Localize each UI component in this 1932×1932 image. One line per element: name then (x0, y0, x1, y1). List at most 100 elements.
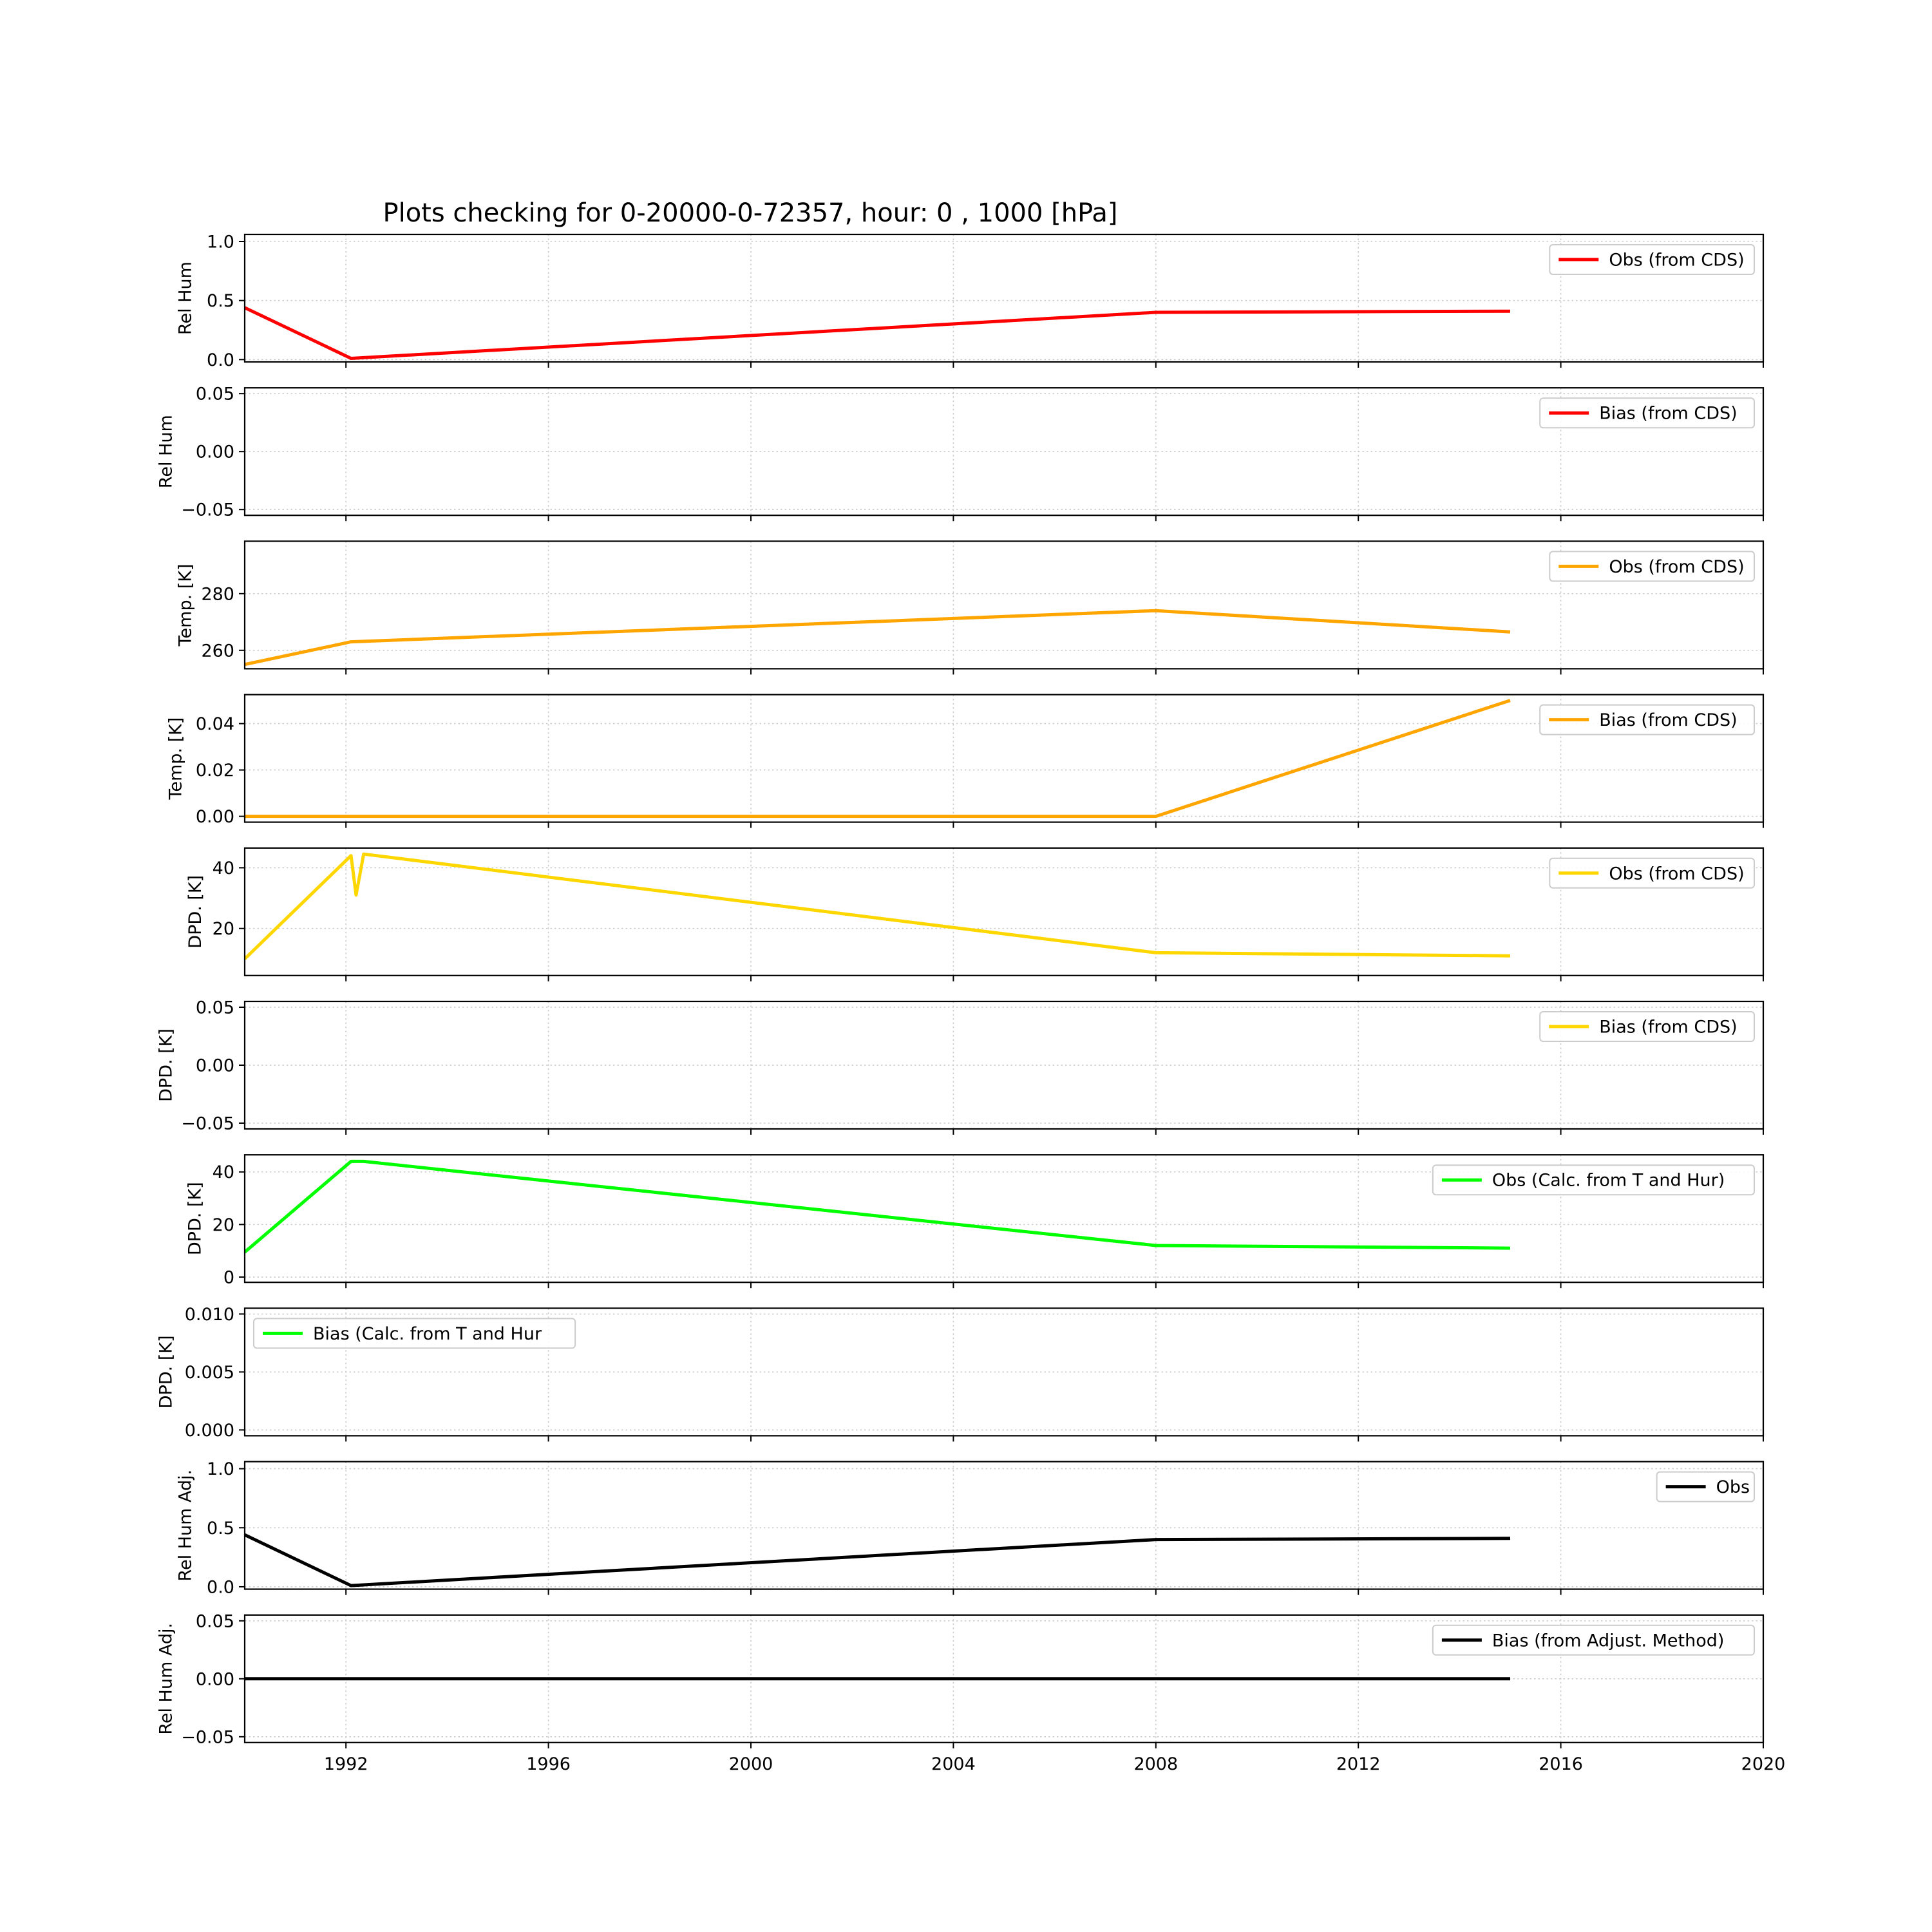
legend: Obs (1656, 1471, 1755, 1502)
y-tick-label: 0.04 (196, 714, 234, 734)
x-tick-label: 2004 (931, 1754, 976, 1774)
y-tick-label: −0.05 (181, 500, 234, 520)
axes-frame (243, 694, 1765, 823)
subplot-6: −0.05 0.00 0.05 DPD. [K] Bias (from CDS) (156, 998, 1765, 1135)
series-line (245, 609, 1511, 667)
series-line (245, 1533, 1511, 1587)
legend: Bias (from CDS) (1539, 1011, 1755, 1042)
series-line (245, 1159, 1511, 1254)
legend-box (1549, 244, 1756, 275)
legend-box (1549, 551, 1756, 582)
legend-box (1539, 704, 1755, 735)
legend-box (1549, 857, 1756, 889)
y-tick-label: 40 (213, 1162, 234, 1182)
y-tick-label: 0.00 (196, 442, 234, 462)
subplot-2: −0.05 0.00 0.05 Rel Hum Bias (from CDS) (156, 384, 1765, 522)
legend-label: Bias (from CDS) (1599, 404, 1737, 424)
legend-box (1539, 397, 1755, 429)
y-tick-label: 0 (223, 1268, 234, 1288)
y-tick-label: 0.005 (185, 1363, 234, 1383)
subplot-5: 20 40 DPD. [K] Obs (from CDS) (185, 847, 1765, 981)
series-line (245, 306, 1511, 360)
y-axis-label: Rel Hum (156, 415, 176, 488)
y-axis-label: DPD. [K] (185, 875, 205, 949)
y-tick-label: 1.0 (207, 1459, 234, 1479)
legend: Obs (Calc. from T and Hur) (1432, 1164, 1755, 1196)
legend-box (1539, 1011, 1755, 1042)
y-tick-label: 20 (213, 919, 234, 939)
y-axis-label: DPD. [K] (156, 1335, 176, 1408)
y-tick-label: −0.05 (181, 1114, 234, 1134)
y-axis-label: Temp. [K] (176, 564, 196, 647)
y-tick-label: 1.0 (207, 232, 234, 252)
axes-frame (243, 1000, 1765, 1130)
x-tick-label: 2012 (1336, 1754, 1381, 1774)
axes-frame (243, 1307, 1765, 1437)
legend-label: Bias (from CDS) (1599, 710, 1737, 730)
y-tick-label: 260 (201, 641, 234, 661)
axes-frame (243, 387, 1765, 516)
y-tick-label: 20 (213, 1215, 234, 1235)
y-tick-label: 0.5 (207, 1519, 234, 1539)
y-axis-label: DPD. [K] (156, 1028, 176, 1102)
subplot-4: 0.00 0.02 0.04 Temp. [K] Bias (from CDS) (166, 694, 1765, 828)
y-tick-label: 0.0 (207, 350, 234, 370)
y-axis-label: Temp. [K] (166, 717, 186, 800)
legend: Bias (from CDS) (1539, 704, 1755, 735)
y-tick-label: 0.05 (196, 1611, 234, 1631)
legend-label: Bias (Calc. from T and Hur (313, 1324, 542, 1344)
legend: Bias (from Adjust. Method) (1432, 1624, 1755, 1656)
y-axis-label: Rel Hum (176, 261, 196, 335)
legend-label: Obs (1716, 1477, 1750, 1497)
axes-frame (243, 233, 1765, 363)
figure-title: Plots checking for 0-20000-0-72357, hour… (383, 198, 1117, 228)
y-tick-label: 0.0 (207, 1577, 234, 1597)
y-tick-label: 0.02 (196, 761, 234, 781)
x-tick-label: 2020 (1741, 1754, 1786, 1774)
legend-label: Obs (from CDS) (1609, 864, 1744, 884)
y-tick-label: 280 (201, 584, 234, 604)
y-tick-label: 0.00 (196, 807, 234, 827)
legend-label: Obs (from CDS) (1609, 251, 1744, 270)
subplot-7: 0 20 40 DPD. [K] Obs (Calc. from T and Hur) (185, 1154, 1765, 1289)
legend: Obs (from CDS) (1549, 857, 1756, 889)
legend-label: Bias (from Adjust. Method) (1492, 1631, 1725, 1651)
y-tick-label: 0.05 (196, 998, 234, 1018)
axes-frame (243, 1461, 1765, 1590)
y-tick-label: 0.010 (185, 1305, 234, 1325)
y-tick-label: 0.5 (207, 291, 234, 311)
y-tick-label: 0.00 (196, 1056, 234, 1076)
x-tick-label: 1996 (526, 1754, 571, 1774)
y-tick-label: 40 (213, 858, 234, 878)
legend-label: Bias (from CDS) (1599, 1018, 1737, 1037)
y-tick-label: 0.05 (196, 384, 234, 404)
x-tick-label: 2008 (1133, 1754, 1178, 1774)
axes-frame (243, 847, 1765, 976)
y-axis-label: DPD. [K] (185, 1182, 205, 1255)
subplot-9: 0.0 0.5 1.0 Rel Hum Adj. Obs (176, 1459, 1765, 1597)
legend-box (1432, 1624, 1755, 1656)
legend-label: Obs (from CDS) (1609, 557, 1744, 577)
series-line (245, 699, 1511, 819)
legend-box (253, 1318, 576, 1349)
subplot-8: 0.000 0.005 0.010 DPD. [K] Bias (Calc. from … (156, 1305, 1765, 1442)
x-tick-label: 2016 (1539, 1754, 1583, 1774)
legend: Obs (from CDS) (1549, 244, 1756, 275)
y-axis-label: Rel Hum Adj. (156, 1623, 176, 1735)
legend: Bias (from CDS) (1539, 397, 1755, 429)
subplot-10: −0.05 0.00 0.05 1992 1996 2000 2004 2008 2012 201… (156, 1611, 1785, 1774)
y-tick-label: 0.000 (185, 1421, 234, 1441)
x-tick-label: 2000 (729, 1754, 773, 1774)
y-tick-label: 0.00 (196, 1669, 234, 1689)
y-tick-label: −0.05 (181, 1727, 234, 1747)
axes-frame (243, 1154, 1765, 1283)
legend-box (1432, 1164, 1755, 1196)
legend: Obs (from CDS) (1549, 551, 1756, 582)
y-axis-label: Rel Hum Adj. (176, 1470, 196, 1582)
axes-frame (243, 1614, 1765, 1743)
legend-label: Obs (Calc. from T and Hur) (1492, 1171, 1725, 1191)
axes-frame (243, 540, 1765, 670)
